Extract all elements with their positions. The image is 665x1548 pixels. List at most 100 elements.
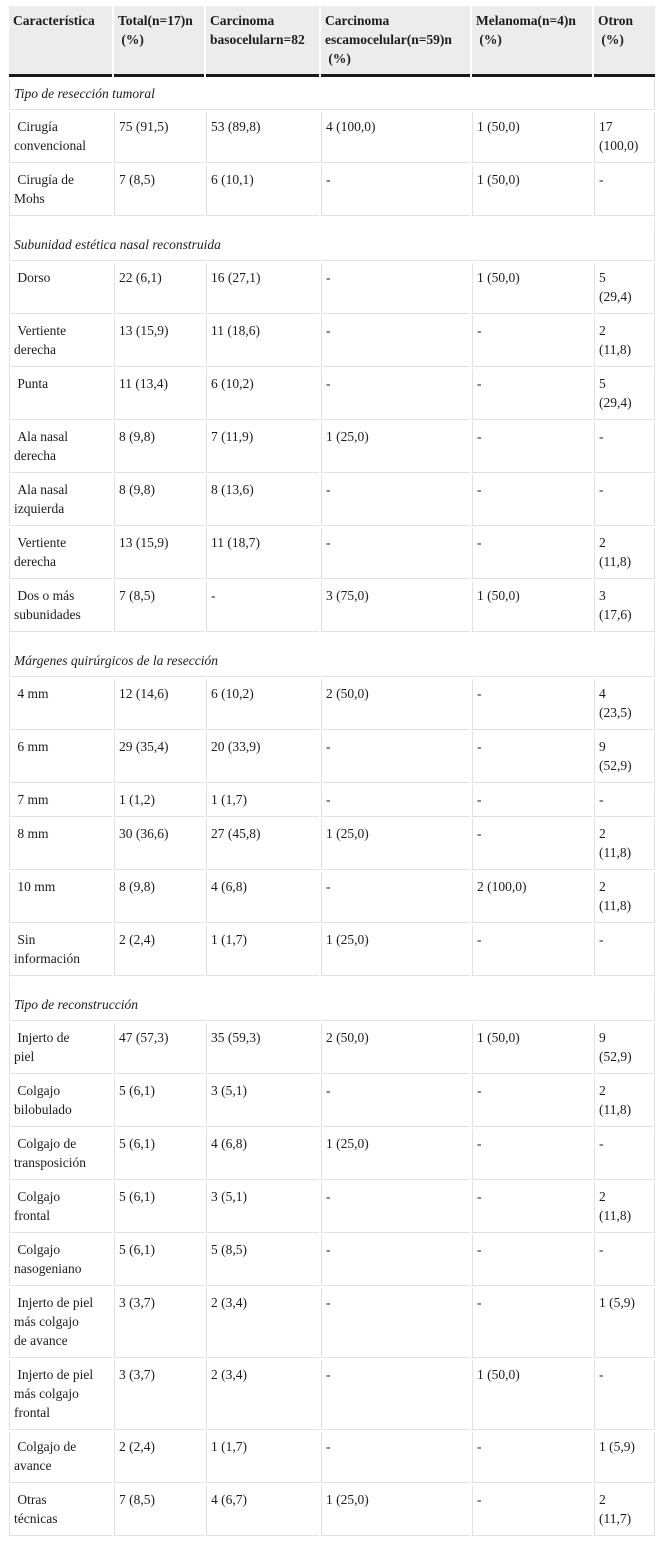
cell: 6 (10,2) xyxy=(206,679,319,730)
section-spacer xyxy=(9,978,655,988)
section-title: Subunidad estética nasal reconstruida xyxy=(9,230,655,261)
cell: - xyxy=(472,475,592,526)
cell: 1 (5,9) xyxy=(594,1432,655,1483)
cell: - xyxy=(206,581,319,632)
cell: 4 (6,8) xyxy=(206,1129,319,1180)
cell: 1 (50,0) xyxy=(472,263,592,314)
cell: 3 (3,7) xyxy=(114,1360,204,1430)
cell: 2 (11,8) xyxy=(594,872,655,923)
cell: 1 (25,0) xyxy=(321,925,470,976)
row-label: Ala nasal izquierda xyxy=(9,475,112,526)
row-label: Dorso xyxy=(9,263,112,314)
cell: 1 (50,0) xyxy=(472,165,592,216)
cell: 5 (6,1) xyxy=(114,1182,204,1233)
cell: - xyxy=(594,165,655,216)
cell: - xyxy=(472,679,592,730)
row-label: Colgajo bilobulado xyxy=(9,1076,112,1127)
table-row: 4 mm 12 (14,6) 6 (10,2) 2 (50,0) -4 (23,5) xyxy=(9,679,655,730)
cell: 1 (25,0) xyxy=(321,1485,470,1536)
table-row: Colgajo de avance 2 (2,4) 1 (1,7) - -1 (5,9) xyxy=(9,1432,655,1483)
cell: 3 (3,7) xyxy=(114,1288,204,1358)
cell: - xyxy=(472,422,592,473)
row-label: Sin información xyxy=(9,925,112,976)
table-row: Sin información 2 (2,4) 1 (1,7) 1 (25,0) - - xyxy=(9,925,655,976)
cell: 8 (13,6) xyxy=(206,475,319,526)
cell: 5 (29,4) xyxy=(594,263,655,314)
column-header: Carcinoma basocelularn=82 xyxy=(206,6,319,77)
cell: 4 (100,0) xyxy=(321,112,470,163)
cell: 12 (14,6) xyxy=(114,679,204,730)
row-label: Vertiente derecha xyxy=(9,316,112,367)
cell: 20 (33,9) xyxy=(206,732,319,783)
cell: - xyxy=(321,1235,470,1286)
row-label: 4 mm xyxy=(9,679,112,730)
cell: 2 (11,7) xyxy=(594,1485,655,1536)
cell: 1 (50,0) xyxy=(472,581,592,632)
cell: 4 (6,7) xyxy=(206,1485,319,1536)
cell: - xyxy=(472,1235,592,1286)
row-label: Cirugía convencional xyxy=(9,112,112,163)
section-spacer-row xyxy=(9,218,655,228)
cell: 6 (10,2) xyxy=(206,369,319,420)
table-row: Injerto de piel más colgajo de avance 3 (… xyxy=(9,1288,655,1358)
cell: 13 (15,9) xyxy=(114,528,204,579)
cell: 5 (6,1) xyxy=(114,1235,204,1286)
cell: 27 (45,8) xyxy=(206,819,319,870)
cell: 5 (6,1) xyxy=(114,1129,204,1180)
cell: 75 (91,5) xyxy=(114,112,204,163)
cell: - xyxy=(472,1076,592,1127)
column-header: Melanoma(n=4)n (%) xyxy=(472,6,592,77)
cell: 2 (3,4) xyxy=(206,1288,319,1358)
row-label: Ala nasal derecha xyxy=(9,422,112,473)
row-label: Otras técnicas xyxy=(9,1485,112,1536)
row-label: 7 mm xyxy=(9,785,112,817)
cell: 2 (11,8) xyxy=(594,1076,655,1127)
row-label: 6 mm xyxy=(9,732,112,783)
table-row: Vertiente derecha 13 (15,9) 11 (18,7) - -2 (… xyxy=(9,528,655,579)
table-row: Vertiente derecha 13 (15,9) 11 (18,6) - -2 (… xyxy=(9,316,655,367)
cell: 3 (75,0) xyxy=(321,581,470,632)
cell: - xyxy=(594,1235,655,1286)
cell: 3 (5,1) xyxy=(206,1076,319,1127)
cell: 9 (52,9) xyxy=(594,732,655,783)
table-row: Punta 11 (13,4) 6 (10,2) - -5 (29,4) xyxy=(9,369,655,420)
cell: 5 (8,5) xyxy=(206,1235,319,1286)
cell: 35 (59,3) xyxy=(206,1023,319,1074)
row-label: Colgajo de avance xyxy=(9,1432,112,1483)
cell: 7 (8,5) xyxy=(114,165,204,216)
cell: - xyxy=(472,316,592,367)
section-title: Márgenes quirúrgicos de la resección xyxy=(9,646,655,677)
cell: 5 (6,1) xyxy=(114,1076,204,1127)
row-label: Dos o más subunidades xyxy=(9,581,112,632)
cell: 1 (1,7) xyxy=(206,785,319,817)
cell: - xyxy=(321,528,470,579)
cell: 8 (9,8) xyxy=(114,422,204,473)
cell: 29 (35,4) xyxy=(114,732,204,783)
column-header: Característica xyxy=(9,6,112,77)
cell: 53 (89,8) xyxy=(206,112,319,163)
section-title-row: Tipo de resección tumoral xyxy=(9,79,655,110)
column-header: Total(n=17)n (%) xyxy=(114,6,204,77)
section-spacer xyxy=(9,218,655,228)
cell: 2 (11,8) xyxy=(594,528,655,579)
cell: 2 (11,8) xyxy=(594,316,655,367)
section-title-row: Márgenes quirúrgicos de la resección xyxy=(9,646,655,677)
row-label: Injerto de piel xyxy=(9,1023,112,1074)
table-row: 8 mm 30 (36,6) 27 (45,8) 1 (25,0) -2 (11,8) xyxy=(9,819,655,870)
cell: 4 (23,5) xyxy=(594,679,655,730)
section-title-row: Tipo de reconstrucción xyxy=(9,990,655,1021)
table-row: 6 mm 29 (35,4) 20 (33,9) - -9 (52,9) xyxy=(9,732,655,783)
table-row: 7 mm 1 (1,2) 1 (1,7) - - - xyxy=(9,785,655,817)
section-spacer-row xyxy=(9,634,655,644)
cell: 7 (8,5) xyxy=(114,1485,204,1536)
table-row: Injerto de piel más colgajo frontal 3 (3,… xyxy=(9,1360,655,1430)
cell: 13 (15,9) xyxy=(114,316,204,367)
cell: - xyxy=(594,475,655,526)
table-row: Dorso 22 (6,1) 16 (27,1) -1 (50,0) 5 (29,4) xyxy=(9,263,655,314)
table-row: Ala nasal derecha 8 (9,8) 7 (11,9) 1 (25,0)… xyxy=(9,422,655,473)
row-label: Colgajo de transposición xyxy=(9,1129,112,1180)
cell: - xyxy=(321,872,470,923)
cell: - xyxy=(321,1288,470,1358)
cell: 1 (1,2) xyxy=(114,785,204,817)
